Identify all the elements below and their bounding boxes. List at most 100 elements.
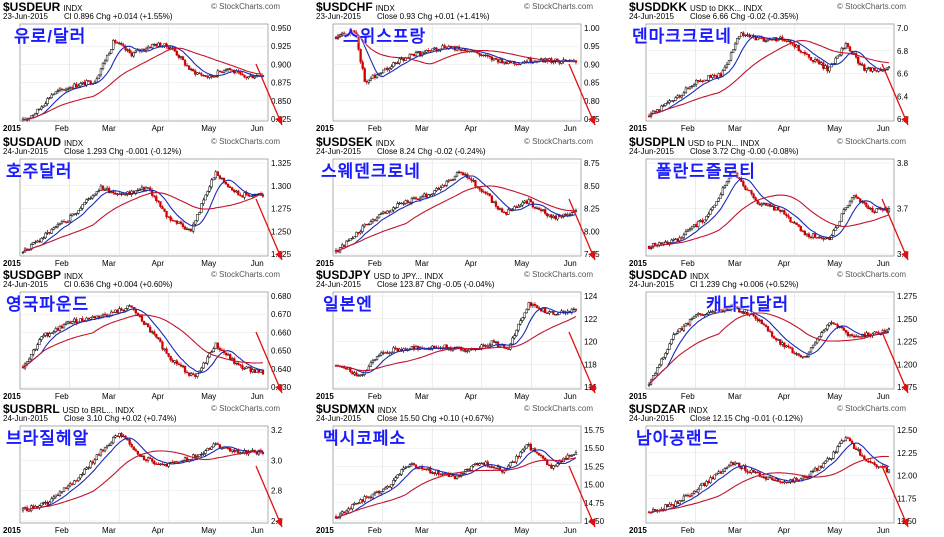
candle-body	[703, 314, 706, 316]
candle-body	[363, 68, 366, 82]
candle-body	[822, 237, 825, 240]
candle-body	[134, 50, 137, 53]
candle-body	[198, 212, 201, 215]
candle-body	[523, 200, 526, 203]
candle-body	[228, 186, 232, 189]
trend-arrow-head	[275, 384, 283, 393]
x-month-label: Apr	[778, 392, 791, 401]
candle-body	[877, 208, 880, 210]
candle-body	[760, 476, 763, 478]
candle-body	[42, 105, 45, 108]
candle-body	[742, 311, 745, 314]
candle-body	[871, 462, 874, 464]
candle-body	[167, 216, 170, 218]
candle-body	[56, 90, 60, 92]
candle-body	[772, 205, 776, 211]
candle-body	[32, 242, 35, 245]
candle-body	[447, 179, 450, 182]
candle-body	[754, 36, 757, 41]
candle-body	[443, 45, 446, 49]
candle-body	[235, 190, 238, 193]
candle-body	[247, 194, 250, 197]
candle-body	[709, 477, 712, 483]
candle-body	[251, 195, 254, 197]
plot-area	[645, 158, 895, 257]
symbol: $USDEUR INDX	[3, 0, 83, 14]
candle-body	[112, 436, 115, 444]
index-desc: INDX	[64, 139, 84, 148]
index-desc: USD to BRL... INDX	[62, 406, 135, 415]
candle-body	[218, 348, 222, 351]
candle-body	[222, 70, 226, 73]
date: 24-Jun-2015	[3, 414, 48, 423]
candle-body	[568, 214, 571, 216]
candle-body	[173, 47, 176, 52]
candle-body	[731, 462, 735, 465]
candle-body	[237, 362, 240, 365]
candle-body	[544, 308, 547, 314]
candle-body	[212, 443, 215, 448]
candle-body	[414, 197, 418, 200]
candle-body	[34, 113, 37, 116]
candle-body	[93, 193, 96, 196]
candle-body	[762, 323, 765, 326]
candle-body	[79, 83, 82, 87]
candle-body	[175, 461, 178, 463]
candle-body	[513, 335, 516, 339]
candle-body	[744, 34, 747, 37]
y-tick-label: 6.6	[897, 70, 909, 79]
candle-body	[746, 189, 749, 191]
candle-body	[228, 354, 232, 360]
candle-body	[787, 345, 790, 348]
candle-body	[253, 76, 256, 79]
currency-label: 남아공랜드	[636, 429, 720, 448]
candle-body	[711, 74, 714, 78]
candle-body	[396, 203, 399, 208]
ma-short-line	[335, 33, 577, 78]
candle-body	[865, 68, 868, 71]
candle-body	[116, 435, 119, 437]
candle-body	[202, 362, 205, 369]
date: 24-Jun-2015	[629, 147, 674, 156]
candle-body	[210, 75, 213, 78]
candle-body	[224, 182, 228, 185]
candle-body	[826, 458, 829, 462]
source-credit: © StockCharts.com	[836, 137, 906, 146]
y-tick-label: 0.95	[584, 42, 600, 51]
candle-body	[103, 60, 107, 64]
candle-body	[574, 308, 578, 311]
candle-body	[343, 244, 346, 247]
x-month-label: May	[827, 392, 842, 401]
candle-body	[140, 455, 144, 457]
candle-body	[44, 332, 47, 336]
candle-body	[517, 205, 520, 208]
candle-body	[144, 48, 148, 51]
candle-body	[686, 229, 690, 232]
candle-body	[748, 189, 751, 192]
candle-body	[707, 75, 710, 81]
x-year-label: 2015	[316, 392, 334, 401]
candle-body	[93, 459, 96, 464]
candle-body	[688, 228, 692, 231]
candle-body	[713, 204, 716, 208]
candle-body	[351, 237, 354, 240]
candle-body	[155, 196, 158, 202]
candle-body	[396, 62, 399, 65]
candle-body	[550, 214, 553, 218]
candle-body	[680, 237, 683, 239]
x-month-label: Jun	[564, 124, 577, 133]
candle-body	[762, 476, 765, 479]
candle-body	[83, 468, 86, 475]
trend-arrow	[568, 465, 596, 528]
candle-body	[179, 56, 183, 58]
candle-body	[529, 302, 532, 307]
y-tick-label: 124	[584, 292, 598, 301]
candle-body	[165, 348, 168, 354]
candle-body	[58, 325, 62, 331]
candle-body	[251, 449, 254, 452]
candle-body	[541, 209, 545, 212]
quote: Close 8.24 Chg -0.02 (-0.24%)	[377, 147, 486, 156]
candle-body	[692, 315, 696, 319]
y-tick-label: 15.00	[584, 481, 605, 490]
candle-body	[850, 334, 854, 337]
